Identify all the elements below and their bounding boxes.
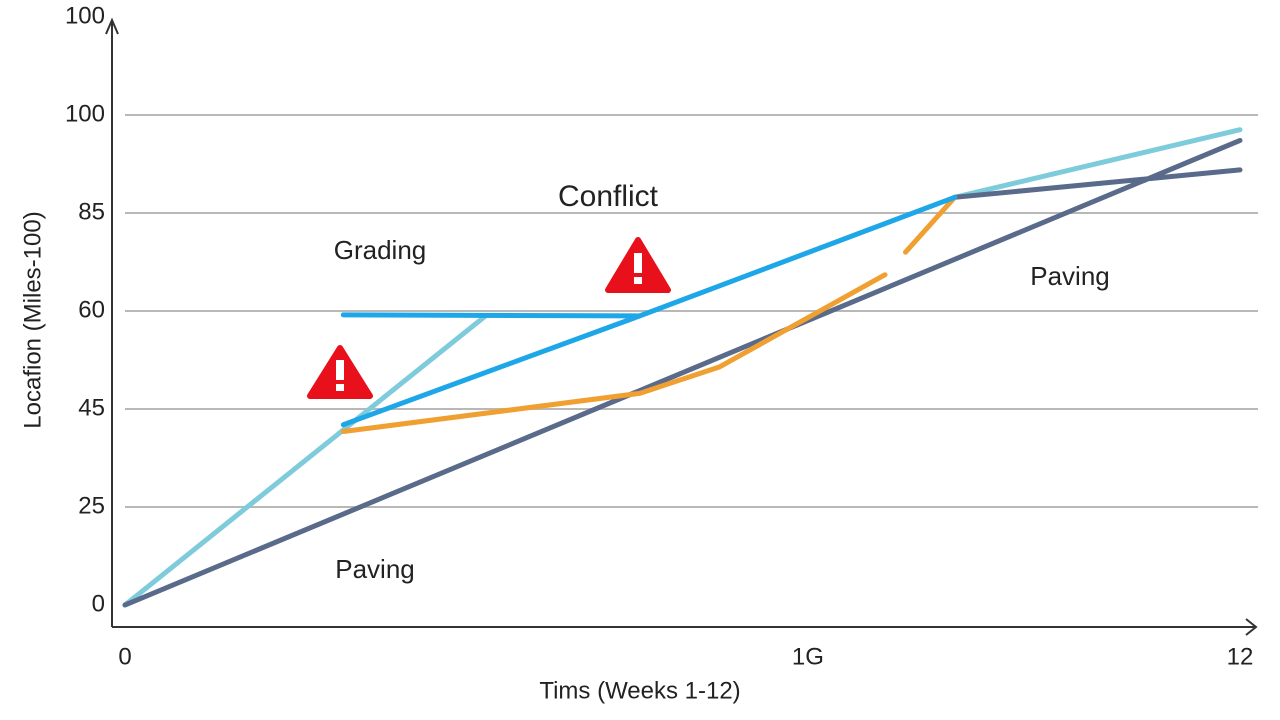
- y-tick-label: 100: [65, 100, 105, 127]
- y-tick-label: 0: [92, 590, 105, 617]
- series-line: [122, 127, 1243, 608]
- x-tick-label: 12: [1227, 643, 1254, 670]
- warning-mark: [634, 277, 642, 284]
- y-axis-label: Locafion (Miles-100): [19, 211, 46, 428]
- x-tick-label: 1G: [792, 643, 824, 670]
- warning-mark: [634, 253, 642, 273]
- annotation: Conflict: [558, 180, 659, 213]
- x-tick-label: 0: [118, 643, 131, 670]
- annotation: Grading: [334, 235, 427, 265]
- x-axis: [112, 618, 1258, 636]
- annotation: Paving: [1030, 261, 1110, 291]
- y-tick-label: 45: [78, 394, 105, 421]
- y-tick-label: 25: [78, 492, 105, 519]
- warning-mark: [336, 360, 344, 380]
- series-line: [122, 137, 1243, 608]
- y-axis: [105, 17, 119, 627]
- y-tick-label: 100: [65, 2, 105, 29]
- y-tick-label: 85: [78, 198, 105, 225]
- series-line: [340, 194, 958, 428]
- x-axis-label: Tims (Weeks 1-12): [539, 677, 740, 704]
- annotation: Paving: [335, 554, 415, 584]
- series-line: [340, 194, 958, 435]
- y-tick-label: 60: [78, 296, 105, 323]
- warning-mark: [336, 384, 344, 391]
- warning-icons: [307, 237, 671, 399]
